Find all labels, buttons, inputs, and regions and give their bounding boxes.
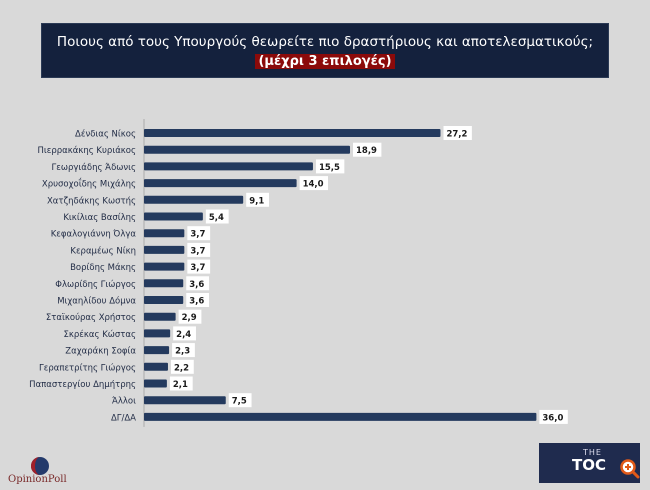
data-label-box <box>170 359 194 374</box>
bar <box>144 229 185 238</box>
data-label: 2,4 <box>176 330 191 340</box>
data-label: 3,6 <box>189 280 204 290</box>
data-label: 7,5 <box>232 397 247 407</box>
data-label: 9,1 <box>249 196 264 206</box>
bar <box>144 162 313 171</box>
category-label: Μιχαηλίδου Δόμνα <box>57 296 136 307</box>
data-label-box <box>246 192 269 207</box>
data-label-box <box>186 276 210 291</box>
bar <box>144 329 171 338</box>
category-label: Χατζηδάκης Κωστής <box>47 196 136 206</box>
data-label-box <box>205 209 229 224</box>
data-label: 2,9 <box>182 313 197 323</box>
category-label: Γεωργιάδης Άδωνις <box>52 163 136 173</box>
data-label: 14,0 <box>303 180 324 190</box>
bar <box>144 362 168 371</box>
data-label: 3,6 <box>189 297 204 307</box>
category-label: ΔΓ/ΔΑ <box>111 413 136 423</box>
data-label: 2,2 <box>174 363 189 373</box>
category-label: Χρυσοχοΐδης Μιχάλης <box>42 178 136 190</box>
data-label-box <box>228 393 252 408</box>
data-label-box <box>187 226 211 241</box>
bar <box>144 346 170 355</box>
data-label-box <box>169 376 193 391</box>
chart-title-box: Ποιους από τους Υπουργούς θεωρείτε πιο δ… <box>41 23 609 78</box>
data-label-box <box>178 309 202 324</box>
data-label-box <box>353 142 382 157</box>
category-label: Δένδιας Νίκος <box>75 129 136 140</box>
bar-chart: Δένδιας Νίκος 27,2 Πιερρακάκης Κυριάκος 18,… <box>29 119 568 427</box>
data-label-box <box>187 242 211 257</box>
data-label: 3,7 <box>190 263 205 273</box>
data-label-box <box>443 126 472 140</box>
data-label: 18,9 <box>356 146 377 156</box>
thetoc-logo-the: THE <box>583 448 602 457</box>
data-label: 3,7 <box>190 230 205 240</box>
bar <box>144 195 244 204</box>
bar <box>144 262 185 271</box>
bar <box>144 145 351 154</box>
data-label: 27,2 <box>446 130 467 140</box>
category-label: Κικίλιας Βασίλης <box>63 213 136 223</box>
data-label-box <box>315 159 345 174</box>
data-label: 2,3 <box>175 347 190 357</box>
data-label-box <box>173 326 196 341</box>
category-label: Σταϊκούρας Χρήστος <box>46 312 136 323</box>
data-label-box <box>186 293 210 307</box>
chart-subtitle: (μέχρι 3 επιλογές) <box>255 54 395 69</box>
category-label: Βορίδης Μάκης <box>70 263 136 273</box>
category-label: Άλλοι <box>112 397 136 407</box>
category-label: Ζαχαράκη Σοφία <box>65 347 136 357</box>
bar <box>144 179 297 188</box>
data-label: 5,4 <box>209 213 224 223</box>
category-label: Πιερρακάκης Κυριάκος <box>37 146 136 156</box>
bar <box>144 245 185 254</box>
data-label-box <box>172 343 195 358</box>
category-label: Παπαστεργίου Δημήτρης <box>29 380 136 390</box>
bar <box>144 396 226 405</box>
data-label-box <box>187 259 211 274</box>
category-label: Κεραμέως Νίκη <box>70 245 136 256</box>
category-label: Κεφαλογιάννη Όλγα <box>51 229 137 240</box>
bar <box>144 129 441 137</box>
category-label: Σκρέκας Κώστας <box>64 329 136 340</box>
data-label: 2,1 <box>173 380 188 390</box>
category-label: Γεραπετρίτης Γιώργος <box>39 362 136 373</box>
data-label: 15,5 <box>319 163 340 173</box>
chart-title: Ποιους από τους Υπουργούς θεωρείτε πιο δ… <box>56 34 594 50</box>
opinionpoll-logo <box>31 457 49 475</box>
data-label: 3,7 <box>190 246 205 256</box>
data-label: 36,0 <box>542 413 563 423</box>
thetoc-logo-text: TOC <box>572 456 606 474</box>
opinionpoll-logo-text: OpinionPoll <box>8 474 67 485</box>
category-label: Φλωρίδης Γιώργος <box>55 279 136 290</box>
bar <box>144 379 167 388</box>
bar <box>144 296 184 304</box>
zoom-in-icon[interactable] <box>620 459 640 479</box>
bar <box>144 412 537 421</box>
bar <box>144 212 203 221</box>
bar <box>144 279 184 288</box>
bar <box>144 312 176 321</box>
data-label-box <box>539 409 568 424</box>
data-label-box <box>299 176 328 191</box>
